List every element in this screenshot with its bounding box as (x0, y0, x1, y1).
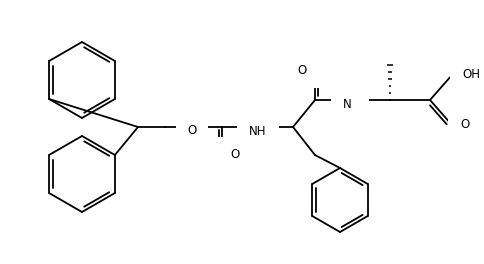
Text: O: O (230, 148, 239, 162)
Text: N: N (343, 98, 352, 111)
Text: NH: NH (249, 125, 267, 138)
Text: O: O (187, 124, 197, 137)
Text: H: H (351, 92, 359, 102)
Text: OH: OH (462, 68, 480, 82)
Text: O: O (298, 64, 307, 77)
Text: O: O (460, 119, 469, 131)
